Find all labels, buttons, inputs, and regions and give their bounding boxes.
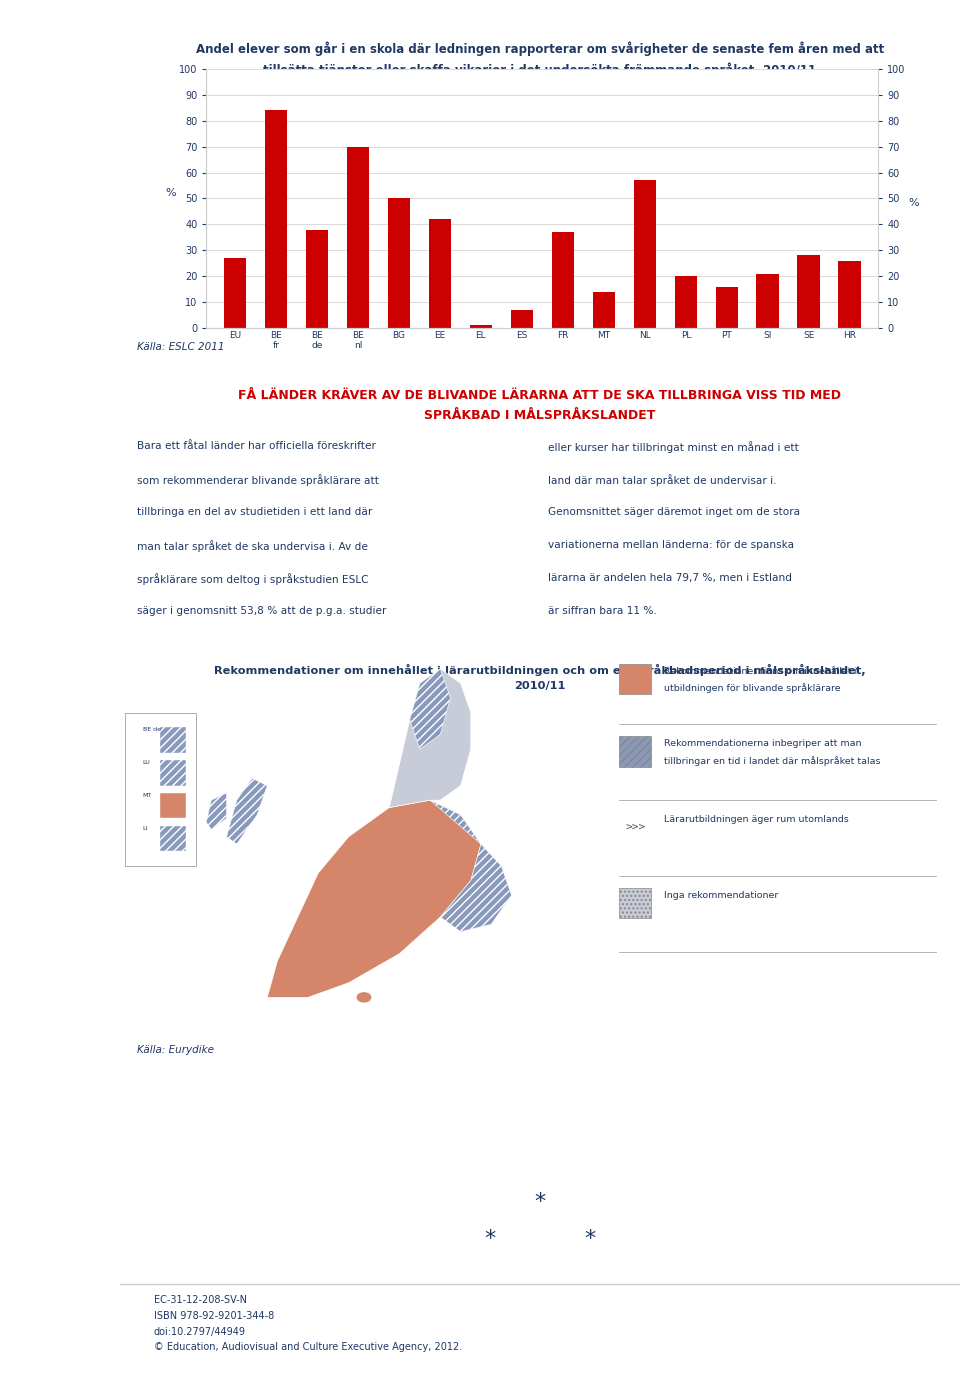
Bar xyxy=(798,255,820,328)
Circle shape xyxy=(356,992,372,1003)
Text: är siffran bara 11 %.: är siffran bara 11 %. xyxy=(548,606,658,616)
Text: Rekommendationer om innehållet i lärarutbildningen och om en språkbadsperiod i m: Rekommendationer om innehållet i lärarut… xyxy=(214,664,866,692)
Bar xyxy=(592,292,615,328)
Text: tillbringa en del av studietiden i ett land där: tillbringa en del av studietiden i ett l… xyxy=(137,507,372,517)
Text: *: * xyxy=(585,1229,596,1250)
Text: BE de: BE de xyxy=(143,728,160,732)
Bar xyxy=(469,325,492,328)
Y-axis label: %: % xyxy=(165,189,176,198)
Text: som rekommenderar blivande språklärare att: som rekommenderar blivande språklärare a… xyxy=(137,474,379,486)
Text: FÅ LÄNDER KRÄVER AV DE BLIVANDE LÄRARNA ATT DE SKA TILLBRINGA VISS TID MED: FÅ LÄNDER KRÄVER AV DE BLIVANDE LÄRARNA … xyxy=(238,389,842,401)
Text: Bara ett fåtal länder har officiella föreskrifter: Bara ett fåtal länder har officiella för… xyxy=(137,441,375,451)
Text: EC-31-12-208-SV-N
ISBN 978-92-9201-344-8
doi:10.2797/44949
© Education, Audiovis: EC-31-12-208-SV-N ISBN 978-92-9201-344-8… xyxy=(154,1295,462,1352)
Text: Rekommendationerna inbegriper att man: Rekommendationerna inbegriper att man xyxy=(663,740,861,748)
Polygon shape xyxy=(267,801,481,998)
Text: 8: 8 xyxy=(53,1330,67,1349)
Bar xyxy=(347,146,370,328)
Text: SPRÅKBAD I MÅLSPRÅKSLANDET: SPRÅKBAD I MÅLSPRÅKSLANDET xyxy=(424,409,656,422)
Text: *: * xyxy=(535,1192,545,1213)
Text: *: * xyxy=(484,1229,495,1250)
Bar xyxy=(306,230,328,328)
FancyBboxPatch shape xyxy=(160,728,186,752)
Text: lärarna är andelen hela 79,7 %, men i Estland: lärarna är andelen hela 79,7 %, men i Es… xyxy=(548,573,792,583)
FancyBboxPatch shape xyxy=(160,792,186,819)
Text: utbildningen för blivande språklärare: utbildningen för blivande språklärare xyxy=(663,683,840,693)
FancyBboxPatch shape xyxy=(125,712,196,865)
Y-axis label: %: % xyxy=(909,198,920,208)
Text: språklärare som deltog i språkstudien ESLC: språklärare som deltog i språkstudien ES… xyxy=(137,573,369,586)
Text: Källa: Eurydike: Källa: Eurydike xyxy=(137,1045,214,1054)
Text: Genomsnittet säger däremot inget om de stora: Genomsnittet säger däremot inget om de s… xyxy=(548,507,801,517)
Bar xyxy=(388,198,410,328)
FancyBboxPatch shape xyxy=(619,736,651,766)
Polygon shape xyxy=(227,779,267,843)
Bar xyxy=(511,310,533,328)
Bar xyxy=(429,219,451,328)
Text: Lärarutbildningen äger rum utomlands: Lärarutbildningen äger rum utomlands xyxy=(663,816,849,824)
FancyBboxPatch shape xyxy=(619,664,651,695)
Polygon shape xyxy=(390,668,470,808)
Text: Rekommendationer finns om innehållet i: Rekommendationer finns om innehållet i xyxy=(663,667,856,675)
FancyBboxPatch shape xyxy=(619,887,651,918)
FancyBboxPatch shape xyxy=(160,825,186,852)
Text: Inga rekommendationer: Inga rekommendationer xyxy=(663,892,778,900)
Bar xyxy=(838,260,861,328)
Text: LU: LU xyxy=(143,761,151,765)
Bar xyxy=(715,287,738,328)
Text: land där man talar språket de undervisar i.: land där man talar språket de undervisar… xyxy=(548,474,777,486)
Text: eller kurser har tillbringat minst en månad i ett: eller kurser har tillbringat minst en må… xyxy=(548,441,800,453)
Bar xyxy=(675,276,697,328)
Bar xyxy=(552,232,574,328)
Bar xyxy=(224,258,247,328)
Polygon shape xyxy=(206,792,227,830)
Bar xyxy=(265,110,287,328)
Polygon shape xyxy=(410,668,450,750)
Text: man talar språket de ska undervisa i. Av de: man talar språket de ska undervisa i. Av… xyxy=(137,540,368,553)
Text: >>>: >>> xyxy=(626,823,646,832)
Text: Källa: ESLC 2011: Källa: ESLC 2011 xyxy=(137,342,225,351)
Bar xyxy=(634,181,656,328)
Text: Andel elever som går i en skola där ledningen rapporterar om svårigheter de sena: Andel elever som går i en skola där ledn… xyxy=(196,41,884,77)
Text: tillbringar en tid i landet där målspråket talas: tillbringar en tid i landet där målspråk… xyxy=(663,757,880,766)
Text: MT: MT xyxy=(143,792,152,798)
Text: LI: LI xyxy=(143,825,148,831)
FancyBboxPatch shape xyxy=(160,761,186,785)
Text: variationerna mellan länderna: för de spanska: variationerna mellan länderna: för de sp… xyxy=(548,540,795,550)
Bar xyxy=(756,274,779,328)
Polygon shape xyxy=(430,801,512,932)
Text: säger i genomsnitt 53,8 % att de p.g.a. studier: säger i genomsnitt 53,8 % att de p.g.a. … xyxy=(137,606,386,616)
